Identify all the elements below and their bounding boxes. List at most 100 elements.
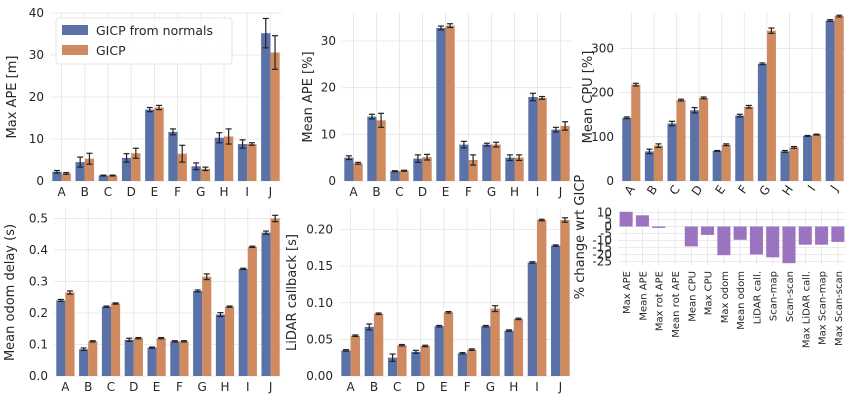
x-tick-label: Mean odom: [736, 271, 747, 330]
bar: [644, 151, 654, 181]
bar: [373, 313, 384, 376]
bar: [61, 173, 71, 181]
bar: [491, 144, 501, 181]
bar: [735, 115, 745, 181]
chart-panel-4: 0.0 0.1 0.2 0.3 0.4 0.5 A B C D E F G H I J Mean odom de…: [3, 209, 282, 394]
bar: [247, 144, 257, 181]
bar: [353, 163, 363, 181]
bar: [341, 350, 351, 376]
bar: [467, 349, 477, 376]
x-tick-label: G: [198, 380, 207, 394]
legend-label: GICP from normals: [96, 23, 213, 38]
bar: [156, 338, 166, 376]
bar: [177, 153, 187, 181]
x-tick-label: B: [372, 185, 380, 199]
bar: [390, 171, 400, 181]
x-tick-label: H: [509, 380, 518, 394]
bar: [481, 326, 491, 376]
y-tick-label: 20: [321, 81, 336, 95]
y-axis-label: Mean CPU [%]: [581, 51, 596, 144]
bar: [387, 357, 398, 376]
x-tick-label: A: [57, 185, 66, 199]
bar: [551, 245, 561, 376]
bar: [108, 175, 118, 181]
bar: [551, 129, 561, 181]
bar: [690, 110, 700, 181]
x-tick-label: Mean rot APE: [671, 271, 682, 338]
x-tick-label: C: [107, 380, 115, 394]
x-tick-label: Scan-scan: [785, 271, 796, 322]
y-tick-label: 30: [29, 48, 44, 62]
y-tick-label: 0.3: [29, 274, 48, 288]
x-tick-label: G: [757, 183, 774, 199]
bar: [443, 312, 454, 376]
bar: [270, 218, 280, 376]
bar: [145, 109, 155, 181]
x-tick-label: Max Scan-map: [818, 271, 829, 345]
bar: [247, 246, 257, 376]
chart-panel-5: 0.00 0.05 0.10 0.15 0.20 A B C D E F G H I J LiDAR call…: [285, 209, 572, 394]
bar: [200, 168, 211, 181]
x-tick-label: J: [268, 380, 273, 394]
x-tick-label: E: [151, 185, 159, 199]
y-tick-label: 0: [606, 174, 614, 188]
y-tick-label: -10: [592, 234, 612, 248]
bar: [420, 345, 430, 376]
y-tick-label: -15: [592, 241, 612, 255]
x-tick-label: H: [510, 185, 519, 199]
y-tick-label: -5: [600, 227, 612, 241]
x-tick-label: F: [176, 380, 183, 394]
x-tick-label: A: [61, 380, 70, 394]
bar: [619, 211, 633, 227]
bar: [350, 335, 360, 376]
bar: [79, 349, 89, 376]
y-tick-label: -20: [592, 248, 612, 262]
bar: [202, 276, 212, 376]
bar: [667, 123, 677, 181]
y-tick-label: -25: [592, 255, 612, 269]
bar: [834, 16, 844, 181]
x-tick-label: G: [486, 380, 495, 394]
bar: [815, 226, 829, 245]
bar: [831, 226, 845, 242]
bar: [803, 135, 813, 181]
bar: [422, 157, 432, 181]
bar: [749, 226, 763, 255]
bar: [238, 268, 248, 376]
x-tick-label: J: [558, 185, 563, 199]
bar: [528, 97, 538, 181]
y-tick-label: 20: [29, 90, 44, 104]
bar: [780, 151, 790, 181]
legend: GICP from normals GICP: [55, 17, 233, 65]
y-tick-label: 200: [591, 86, 614, 100]
bar: [344, 157, 354, 181]
bar: [168, 131, 178, 181]
bar: [459, 144, 469, 181]
bar: [399, 170, 409, 181]
bar: [733, 226, 747, 240]
x-tick-label: I: [805, 183, 819, 194]
bar: [225, 306, 235, 376]
y-tick-label: 0: [36, 174, 44, 188]
bar: [513, 318, 524, 376]
bar: [537, 219, 547, 376]
x-tick-label: D: [418, 185, 427, 199]
y-axis-label: LiDAR callback [s]: [285, 234, 300, 351]
y-tick-label: 0.20: [306, 223, 333, 237]
y-tick-label: 0.10: [306, 296, 333, 310]
bar: [445, 25, 455, 181]
y-axis-label: Mean APE [%]: [301, 51, 316, 142]
x-tick-label: D: [689, 183, 706, 199]
y-tick-label: 0: [328, 174, 336, 188]
bar: [154, 107, 164, 181]
y-tick-label: 0.1: [29, 337, 48, 351]
x-tick-label: Max APE: [622, 271, 633, 314]
x-tick-label: C: [395, 185, 403, 199]
x-tick-label: J: [268, 185, 273, 199]
bar: [270, 52, 280, 182]
y-tick-label: 10: [29, 132, 44, 146]
bar: [147, 347, 157, 376]
bar: [676, 100, 686, 181]
